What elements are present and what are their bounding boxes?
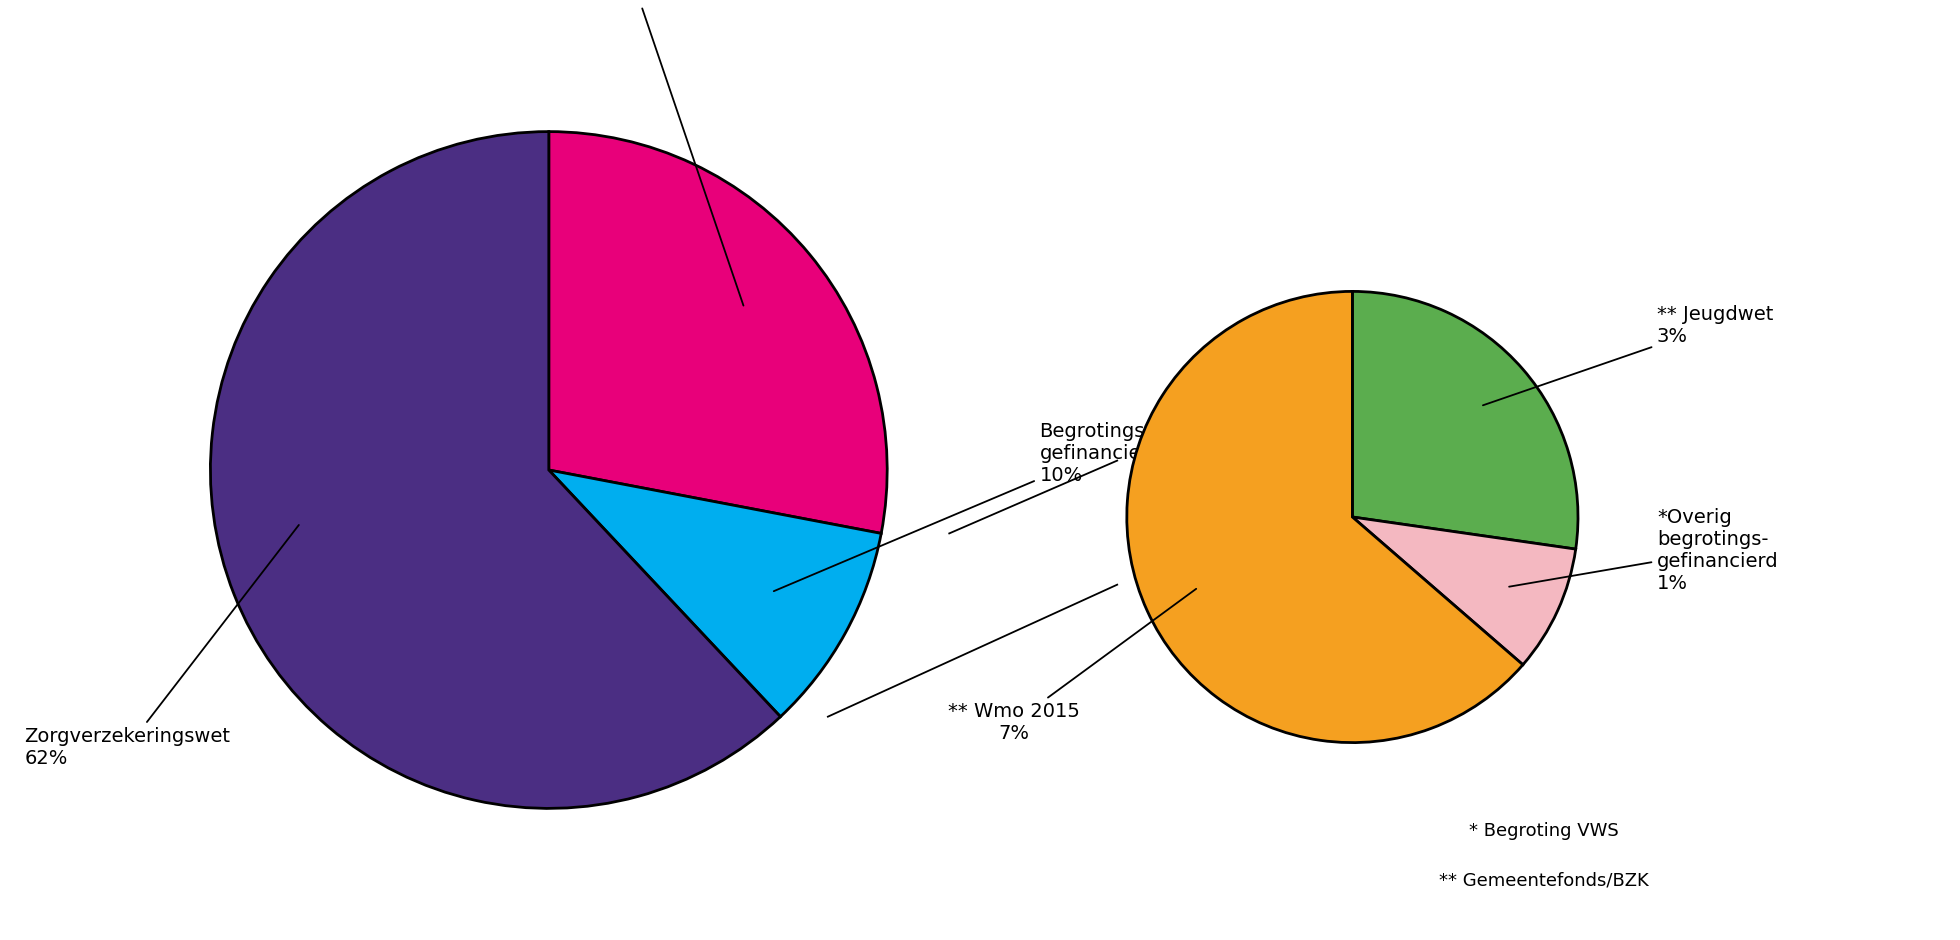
Text: *Overig
begrotings-
gefinancierd
1%: *Overig begrotings- gefinancierd 1% bbox=[1509, 509, 1778, 593]
Text: Wet langdurige zorg
28%: Wet langdurige zorg 28% bbox=[535, 0, 743, 306]
Wedge shape bbox=[1352, 517, 1576, 665]
Text: * Begroting VWS: * Begroting VWS bbox=[1470, 822, 1619, 839]
Wedge shape bbox=[549, 470, 882, 716]
Text: Begrotings-
gefinancierd
10%: Begrotings- gefinancierd 10% bbox=[774, 421, 1160, 591]
Text: ** Jeugdwet
3%: ** Jeugdwet 3% bbox=[1484, 305, 1774, 405]
Text: ** Gemeentefonds/BZK: ** Gemeentefonds/BZK bbox=[1439, 871, 1648, 889]
Wedge shape bbox=[1127, 291, 1523, 743]
Wedge shape bbox=[549, 132, 888, 533]
Text: ** Wmo 2015
7%: ** Wmo 2015 7% bbox=[949, 588, 1196, 743]
Wedge shape bbox=[1352, 291, 1578, 549]
Text: Zorgverzekeringswet
62%: Zorgverzekeringswet 62% bbox=[24, 525, 298, 768]
Wedge shape bbox=[210, 132, 780, 808]
